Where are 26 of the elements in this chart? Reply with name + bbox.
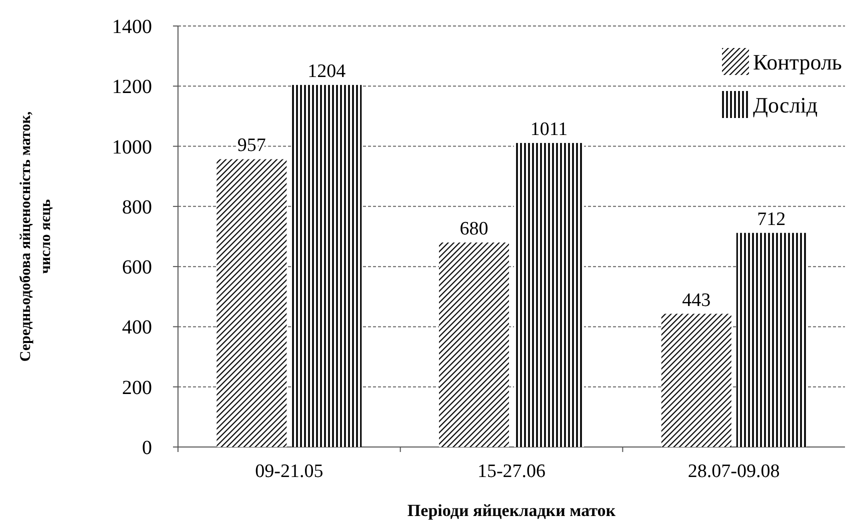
data-label: 712 [757,208,786,230]
bar [661,314,732,447]
legend-label: Контроль [753,50,842,75]
y-tick-label: 800 [122,196,152,218]
bar [439,242,509,447]
bar [292,84,362,447]
bar [216,159,287,447]
y-axis-title: Середньодобова яйценосність маток, число яєць [18,111,54,362]
data-label: 1011 [530,118,568,140]
data-label: 443 [682,290,711,311]
x-tick-label: 09-21.05 [255,461,324,482]
y-tick-label: 1000 [112,136,152,158]
y-tick-label: 200 [122,376,152,399]
y-tick-label: 0 [142,437,152,459]
y-tick-label: 1200 [112,76,152,98]
bar [736,232,806,447]
data-label: 680 [460,218,488,240]
bar [514,142,584,447]
y-tick-label: 400 [122,316,152,339]
data-label: 1204 [308,60,346,82]
y-tick-label: 600 [122,256,152,279]
legend-label: Дослід [753,92,818,118]
x-axis-title: Періоди яйцекладки маток [407,501,616,520]
y-tick-label: 1400 [112,16,152,38]
x-tick-label: 28.07-09.08 [688,461,780,482]
x-tick-label: 15-27.06 [477,461,546,482]
